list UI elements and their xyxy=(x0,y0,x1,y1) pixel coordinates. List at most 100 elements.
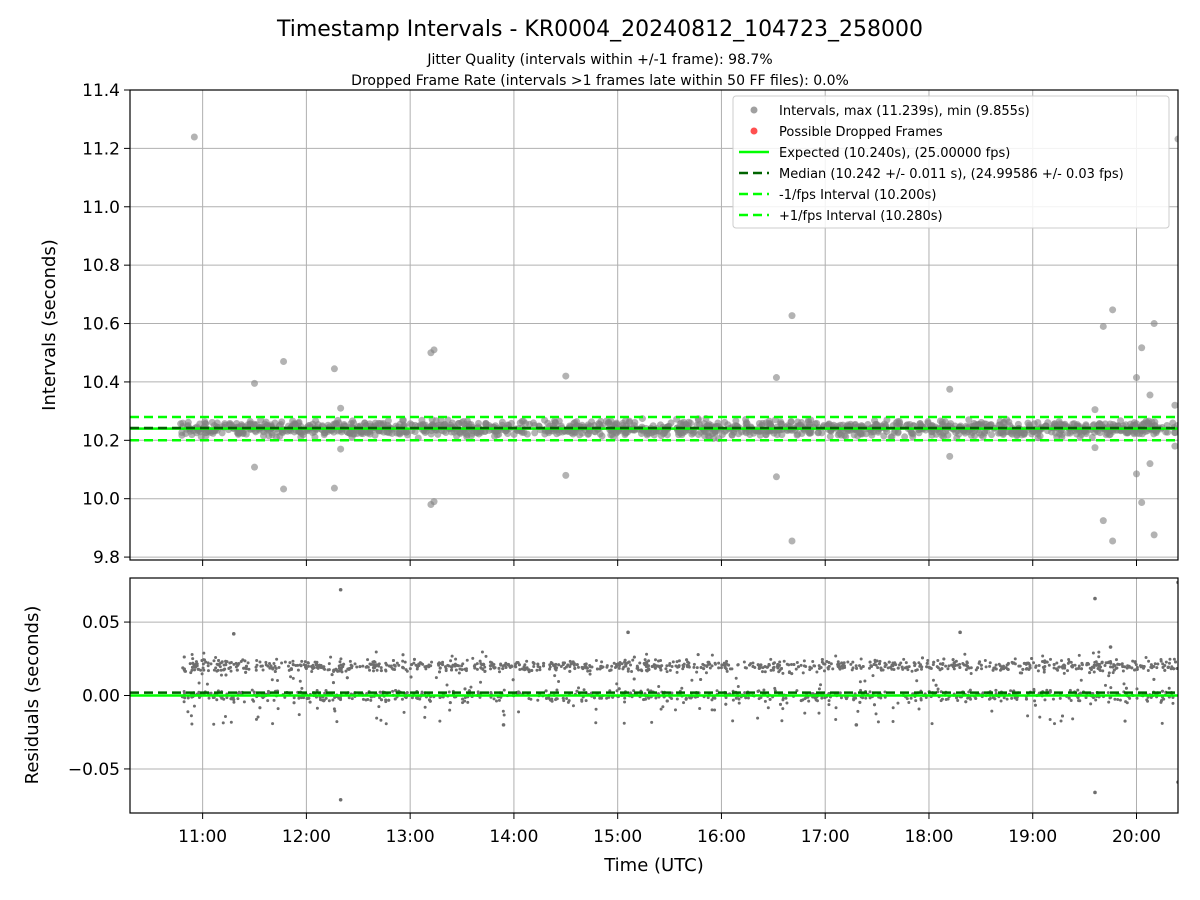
residual-point xyxy=(405,691,409,695)
residual-point xyxy=(795,661,799,665)
residual-point xyxy=(756,689,760,693)
residual-point xyxy=(369,662,373,666)
residual-point xyxy=(410,696,414,700)
residual-point xyxy=(725,669,729,673)
residual-point xyxy=(308,700,312,704)
residual-point xyxy=(297,713,301,717)
residual-point xyxy=(1112,668,1116,672)
interval-point xyxy=(656,421,664,429)
legend-label: Possible Dropped Frames xyxy=(779,125,943,140)
residual-point xyxy=(763,670,767,674)
y-tick-label: 0.00 xyxy=(82,687,120,707)
residual-point xyxy=(787,671,791,675)
residual-point xyxy=(1099,665,1103,669)
residual-point xyxy=(355,665,359,669)
residual-point xyxy=(650,720,654,724)
residual-point xyxy=(207,696,211,700)
residual-point xyxy=(670,665,674,669)
interval-point xyxy=(473,428,481,436)
residual-point xyxy=(366,658,370,662)
residual-point xyxy=(548,665,552,669)
residual-point xyxy=(1107,674,1111,678)
residual-point xyxy=(615,663,619,667)
y-tick-label: 10.0 xyxy=(82,490,120,510)
residual-point xyxy=(441,660,445,664)
residual-point xyxy=(532,664,536,668)
residual-point xyxy=(969,671,973,675)
residual-point xyxy=(310,669,314,673)
residual-point xyxy=(251,698,255,702)
interval-point xyxy=(531,429,539,437)
residual-point xyxy=(615,682,619,686)
residual-point xyxy=(595,667,599,671)
residual-point xyxy=(763,665,767,669)
residual-point xyxy=(335,720,339,724)
residual-point xyxy=(997,662,1001,666)
residual-point xyxy=(665,699,669,703)
residual-point xyxy=(182,700,186,704)
residual-point xyxy=(1166,665,1170,669)
interval-point xyxy=(976,420,984,428)
residual-point xyxy=(590,665,594,669)
interval-point xyxy=(694,416,702,424)
residual-point xyxy=(966,696,970,700)
residual-point xyxy=(1015,698,1019,702)
residual-point xyxy=(724,702,728,706)
residual-point xyxy=(1107,671,1111,675)
interval-point xyxy=(995,421,1003,429)
residual-point xyxy=(1047,663,1051,667)
residual-point xyxy=(838,665,842,669)
interval-outlier-point xyxy=(1109,306,1117,314)
residual-point xyxy=(873,660,877,664)
residual-point xyxy=(194,662,198,666)
residual-point xyxy=(727,663,731,667)
residual-point xyxy=(229,669,233,673)
residual-point xyxy=(542,664,546,668)
interval-outlier-point xyxy=(1150,531,1158,539)
residual-point xyxy=(751,665,755,669)
residual-point xyxy=(801,671,805,675)
residual-point xyxy=(1070,665,1074,669)
residual-point xyxy=(964,668,968,672)
interval-point xyxy=(177,420,185,428)
residual-point xyxy=(699,665,703,669)
residual-outlier-point xyxy=(338,797,343,802)
residual-point xyxy=(554,668,558,672)
residual-point xyxy=(993,697,997,701)
residual-point xyxy=(836,663,840,667)
residual-point xyxy=(737,701,741,705)
residual-point xyxy=(780,666,784,670)
residual-point xyxy=(842,664,846,668)
residual-point xyxy=(214,666,218,670)
residual-point xyxy=(563,666,567,670)
residual-point xyxy=(682,701,686,705)
interval-outlier-point xyxy=(1171,442,1178,450)
residual-point xyxy=(632,655,636,659)
residual-point xyxy=(1011,661,1015,665)
residual-point xyxy=(990,709,994,713)
residual-point xyxy=(292,696,296,700)
residual-point xyxy=(1026,714,1030,718)
residual-point xyxy=(499,663,503,667)
residual-point xyxy=(1013,657,1017,661)
residual-point xyxy=(926,659,930,663)
residual-point xyxy=(463,687,467,691)
residual-point xyxy=(771,666,775,670)
residual-point xyxy=(234,661,238,665)
residual-point xyxy=(319,666,323,670)
residual-point xyxy=(339,657,343,661)
residual-point xyxy=(936,659,940,663)
y-tick-label: 11.2 xyxy=(82,139,120,159)
interval-point xyxy=(880,432,888,440)
residual-point xyxy=(956,698,960,702)
residual-point xyxy=(1108,696,1112,700)
residual-point xyxy=(260,664,264,668)
interval-point xyxy=(553,430,561,438)
residual-point xyxy=(617,666,621,670)
residual-point xyxy=(1147,659,1151,663)
residual-point xyxy=(507,662,511,666)
y-tick-label: 11.0 xyxy=(82,198,120,218)
residual-point xyxy=(1144,656,1148,660)
residual-point xyxy=(631,658,635,662)
residual-point xyxy=(375,716,379,720)
